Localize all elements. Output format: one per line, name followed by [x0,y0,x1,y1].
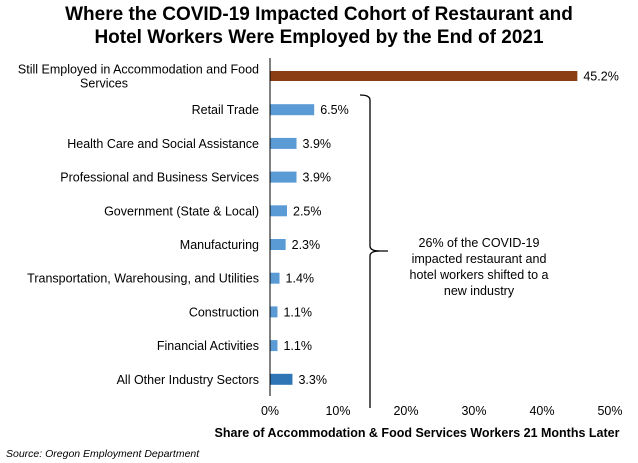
value-label: 3.9% [303,137,332,151]
value-label: 2.5% [293,204,322,218]
category-label: Still Employed in Accommodation and Food [18,63,259,77]
annotation-text: impacted restaurant and [412,252,547,266]
bar-7 [270,306,278,318]
x-tick-label: 50% [597,404,622,418]
category-label: Transportation, Warehousing, and Utiliti… [27,272,259,286]
chart-title: Where the COVID-19 Impacted Cohort of Re… [65,4,573,25]
annotation-bracket [359,94,388,408]
category-label: Services [80,77,128,91]
x-axis-title: Share of Accommodation & Food Services W… [215,426,620,440]
value-label: 1.4% [286,272,315,286]
annotation-text: new industry [444,284,515,298]
category-label: Professional and Business Services [60,171,259,185]
bar-8 [270,340,278,352]
bar-4 [270,205,287,217]
value-label: 6.5% [320,103,349,117]
x-tick-label: 40% [529,404,554,418]
source-note: Source: Oregon Employment Department [6,448,200,460]
x-tick-label: 0% [261,404,279,418]
x-tick-label: 30% [461,404,486,418]
category-label: Government (State & Local) [104,204,259,218]
category-label: All Other Industry Sectors [117,373,259,387]
category-label: Retail Trade [192,103,259,117]
category-label: Financial Activities [157,339,259,353]
value-label: 2.3% [292,238,321,252]
category-label: Health Care and Social Assistance [67,137,259,151]
bar-5 [270,239,286,250]
bar-1 [270,104,315,116]
annotation-text: hotel workers shifted to a [410,268,549,282]
bar-9 [270,373,293,385]
value-label: 1.1% [283,305,312,319]
category-label: Manufacturing [180,238,259,252]
value-label: 45.2% [583,70,618,84]
category-label: Construction [189,305,259,319]
value-label: 3.9% [303,171,332,185]
x-tick-label: 10% [325,404,350,418]
value-label: 3.3% [298,373,327,387]
x-tick-label: 20% [393,404,418,418]
chart-title: Hotel Workers Were Employed by the End o… [94,27,544,48]
bar-2 [270,137,297,149]
bar-0 [270,71,578,81]
bar-6 [270,272,280,284]
bar-3 [270,171,297,183]
annotation-text: 26% of the COVID-19 [419,236,540,250]
value-label: 1.1% [283,339,312,353]
